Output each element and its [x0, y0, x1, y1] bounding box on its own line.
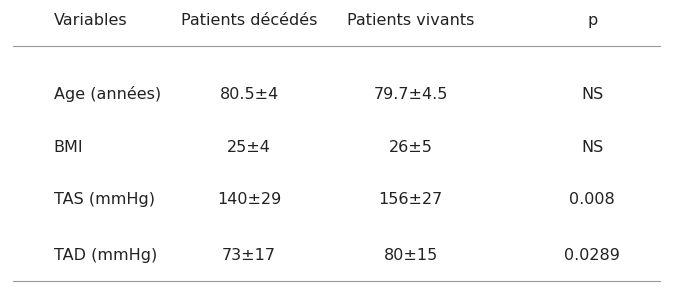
- Text: 73±17: 73±17: [222, 248, 276, 263]
- Text: Patients vivants: Patients vivants: [347, 13, 474, 28]
- Text: Patients décédés: Patients décédés: [181, 13, 317, 28]
- Text: 156±27: 156±27: [378, 192, 443, 208]
- Text: TAD (mmHg): TAD (mmHg): [54, 248, 157, 263]
- Text: 0.0289: 0.0289: [564, 248, 621, 263]
- Text: 79.7±4.5: 79.7±4.5: [374, 86, 448, 102]
- Text: BMI: BMI: [54, 139, 83, 155]
- Text: 26±5: 26±5: [388, 139, 433, 155]
- Text: 80±15: 80±15: [384, 248, 437, 263]
- Text: NS: NS: [581, 86, 604, 102]
- Text: NS: NS: [581, 139, 604, 155]
- Text: 140±29: 140±29: [217, 192, 281, 208]
- Text: 80.5±4: 80.5±4: [219, 86, 279, 102]
- Text: Age (années): Age (années): [54, 86, 161, 102]
- Text: 0.008: 0.008: [569, 192, 615, 208]
- Text: Variables: Variables: [54, 13, 127, 28]
- Text: p: p: [587, 13, 598, 28]
- Text: 25±4: 25±4: [227, 139, 271, 155]
- Text: TAS (mmHg): TAS (mmHg): [54, 192, 155, 208]
